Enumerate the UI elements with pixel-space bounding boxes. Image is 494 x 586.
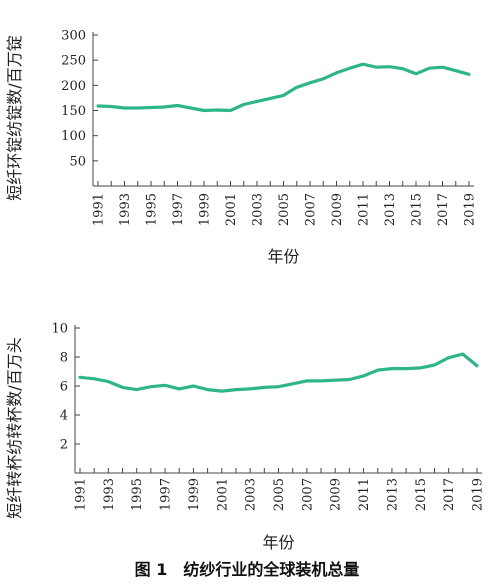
y-tick-label: 2	[60, 438, 68, 453]
series-line	[96, 62, 471, 113]
x-tick-label: 2003	[251, 193, 266, 226]
x-tick-label: 2003	[244, 478, 259, 511]
x-tick-label: 1995	[145, 193, 160, 226]
x-tick-label: 2019	[463, 193, 478, 226]
x-tick-label: 1997	[159, 478, 174, 511]
chart-spindles: 50 100 150 200 250 300 1991 1993 1995 1997 1999 200…	[5, 29, 478, 267]
y-tick-label: 6	[60, 380, 68, 395]
y-tick-label: 50	[69, 154, 86, 169]
y-tick-label: 250	[61, 54, 86, 69]
x-tick-label: 2009	[329, 478, 344, 511]
y-tick-label: 300	[61, 29, 86, 44]
y-tick-label: 8	[60, 351, 68, 366]
x-tick-label: 2017	[442, 478, 457, 511]
y-tick-label: 150	[61, 104, 86, 119]
x-tick-label: 2015	[414, 478, 429, 511]
x-tick-label: 2011	[357, 478, 372, 511]
chart-rotors: 2 4 6 8 10 1991 1993 1995 1997 1999 2001 2003 2005 20…	[5, 322, 486, 553]
y-axis-title: 短纤环锭纺锭数/百万锭	[5, 35, 24, 200]
x-axis-title: 年份	[262, 533, 294, 552]
x-tick-label: 2005	[272, 478, 287, 511]
x-tick-label: 2011	[357, 193, 372, 226]
y-tick-label: 4	[60, 409, 68, 424]
y-tick-label: 10	[51, 322, 68, 337]
x-tick-label: 2013	[383, 193, 398, 226]
y-tick-label: 200	[61, 79, 86, 94]
x-tick-label: 1999	[187, 478, 202, 511]
x-tick-label: 2013	[385, 478, 400, 511]
x-tick-label: 1995	[130, 478, 145, 511]
x-tick-label: 1993	[102, 478, 117, 511]
x-tick-label: 1993	[118, 193, 133, 226]
x-tick-label: 2001	[224, 193, 239, 226]
x-tick-label: 2015	[410, 193, 425, 226]
x-tick-label: 1997	[171, 193, 186, 226]
x-tick-label: 2019	[471, 478, 486, 511]
x-tick-label: 2005	[277, 193, 292, 226]
x-tick-label: 2001	[215, 478, 230, 511]
x-tick-label: 2009	[330, 193, 345, 226]
x-axis-title: 年份	[267, 247, 299, 266]
x-tick-label: 2007	[304, 193, 319, 226]
x-tick-label: 2017	[436, 193, 451, 226]
x-tick-label: 1999	[198, 193, 213, 226]
x-tick-label: 1991	[74, 478, 89, 511]
figure-caption: 图 1 纺纱行业的全球装机总量	[135, 560, 360, 579]
x-tick-label: 2007	[300, 478, 315, 511]
y-axis-title: 短纤转杯纺转杯数/百万头	[5, 337, 24, 518]
x-tick-label: 1991	[92, 193, 107, 226]
y-tick-label: 100	[61, 129, 86, 144]
series-line	[78, 352, 479, 393]
